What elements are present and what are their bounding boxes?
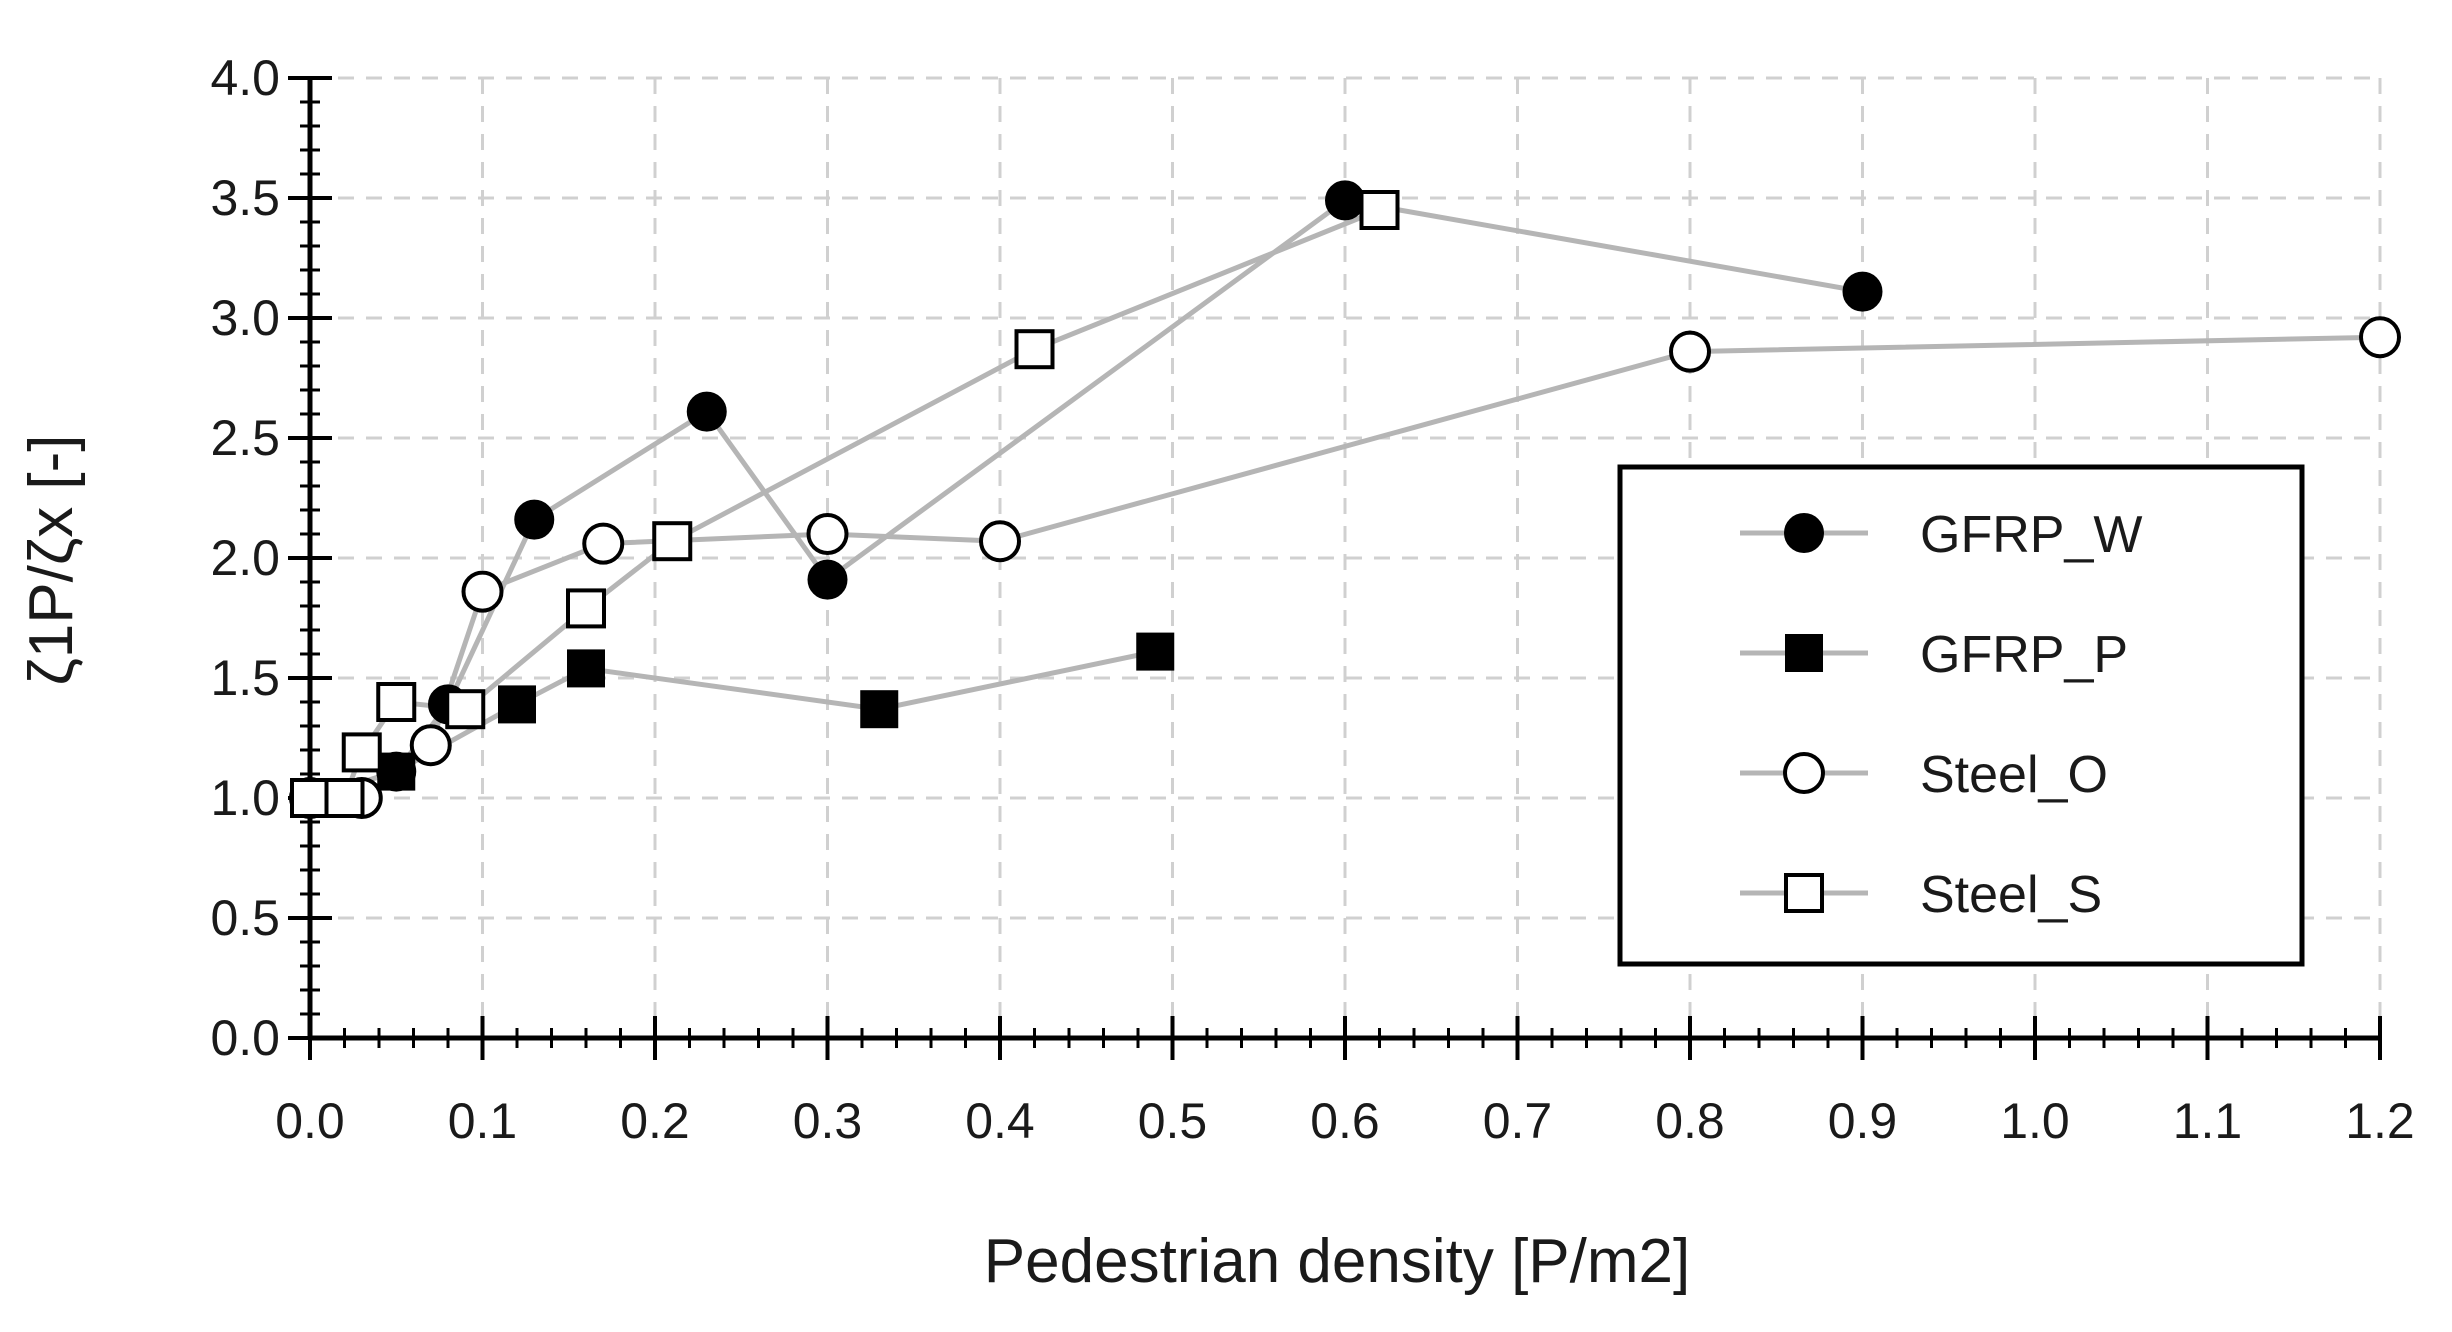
data-point-steel-o [582, 522, 625, 565]
data-point-gfrp-p [498, 685, 536, 724]
data-point-steel-s [1359, 190, 1400, 230]
y-tick-label: 0.5 [210, 890, 280, 946]
data-point-steel-s [324, 778, 365, 818]
x-tick-label: 0.8 [1655, 1093, 1725, 1149]
legend-marker-gfrp-p [1785, 634, 1823, 672]
data-point-gfrp-p [567, 649, 605, 688]
legend-label-gfrp-p: GFRP_P [1920, 626, 2128, 684]
data-point-gfrp-w [807, 559, 848, 600]
legend-marker-steel-o [1783, 752, 1825, 794]
x-tick-label: 0.9 [1828, 1093, 1898, 1149]
y-tick-label: 1.5 [210, 650, 280, 706]
y-tick-label: 3.5 [210, 170, 280, 226]
data-point-steel-o [806, 513, 849, 555]
legend: GFRP_W GFRP_P Steel_O Steel_S [1617, 464, 2305, 967]
y-tick-label: 2.5 [210, 410, 280, 466]
data-point-steel-o [461, 570, 504, 613]
x-tick-label: 0.4 [965, 1093, 1035, 1149]
data-point-gfrp-w [1842, 271, 1883, 312]
data-point-gfrp-p [860, 690, 899, 729]
x-tick-label: 0.6 [1310, 1093, 1380, 1149]
data-point-steel-s [290, 778, 330, 818]
data-point-gfrp-w [1325, 180, 1365, 221]
series-markers [289, 180, 2401, 819]
data-point-steel-s [566, 588, 606, 629]
y-tick-label: 1.0 [210, 770, 280, 826]
x-tick-label: 0.0 [275, 1093, 345, 1149]
legend-marker-gfrp-w [1784, 513, 1824, 553]
y-tick-label: 0.0 [210, 1010, 280, 1066]
x-tick-label: 1.2 [2345, 1093, 2415, 1149]
data-point-steel-s [1014, 329, 1055, 370]
x-axis-title: Pedestrian density [P/m2] [984, 1227, 1690, 1296]
legend-label-steel-o: Steel_O [1920, 746, 2108, 804]
data-point-gfrp-p [1136, 632, 1175, 671]
x-tick-label: 1.0 [2000, 1093, 2070, 1149]
data-point-steel-o [2359, 316, 2401, 359]
data-point-steel-s [376, 682, 417, 722]
x-tick-label: 0.2 [620, 1093, 690, 1149]
legend-label-gfrp-w: GFRP_W [1920, 506, 2142, 564]
legend-marker-steel-s [1784, 873, 1824, 913]
x-tick-label: 0.5 [1138, 1093, 1208, 1149]
legend-label-steel-s: Steel_S [1920, 866, 2102, 924]
y-axis-title: ζ1P/ζx [-] [17, 434, 86, 685]
data-point-steel-s [341, 732, 382, 773]
data-point-steel-o [409, 724, 452, 767]
data-point-steel-s [652, 521, 693, 562]
data-point-steel-o [1669, 330, 1711, 373]
y-tick-label: 4.0 [210, 50, 280, 106]
x-tick-label: 0.1 [448, 1093, 518, 1149]
data-point-steel-o [979, 520, 1021, 563]
legend-box [1617, 464, 2305, 967]
y-tick-label: 3.0 [210, 290, 280, 346]
data-point-gfrp-w [686, 391, 727, 432]
x-tick-label: 1.1 [2173, 1093, 2243, 1149]
x-tick-label: 0.3 [793, 1093, 863, 1149]
data-point-steel-s [445, 689, 486, 730]
x-tick-label: 0.7 [1483, 1093, 1553, 1149]
axes [288, 76, 2382, 1060]
data-point-gfrp-p [377, 752, 416, 791]
y-tick-label: 2.0 [210, 530, 280, 586]
data-point-gfrp-w [514, 499, 555, 540]
tick-labels: 0.0 0.1 0.2 0.3 0.4 0.5 0.6 0.7 0.8 0.9 1.0 1.1 1.2 0… [210, 50, 2414, 1149]
